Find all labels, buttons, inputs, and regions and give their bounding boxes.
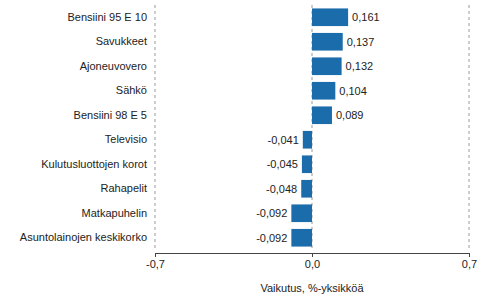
y-tick: Kulutusluottojen korot <box>41 158 155 170</box>
bar <box>291 204 312 222</box>
bar <box>312 106 332 124</box>
data-label: 0,161 <box>352 11 380 23</box>
y-tick: Matkapuhelin <box>82 207 155 219</box>
bar <box>312 8 348 26</box>
plot: 0,161 0,137 0,132 0,104 0,089 -0,041 -0,045 -0,… <box>20 5 477 270</box>
grid-line <box>155 5 156 250</box>
x-tick-mark <box>155 253 156 257</box>
y-tick: Savukkeet <box>96 35 155 47</box>
category-label: Ajoneuvovero <box>80 60 147 72</box>
x-tick: -0,7 <box>146 253 165 270</box>
chart: 0,161 0,137 0,132 0,104 0,089 -0,041 -0,045 -0,… <box>0 0 492 302</box>
category-label: Sähkö <box>116 84 147 96</box>
bar <box>312 82 335 100</box>
y-tick: Sähkö <box>116 84 155 96</box>
bar <box>301 180 312 198</box>
data-label: -0,041 <box>268 134 299 146</box>
data-label: -0,045 <box>267 158 298 170</box>
data-labels: 0,161 0,137 0,132 0,104 0,089 -0,041 -0,045 -0,… <box>256 11 379 244</box>
data-label: 0,132 <box>346 60 374 72</box>
category-label: Bensiini 98 E 5 <box>74 109 147 121</box>
bars <box>291 8 348 246</box>
category-label: Asuntolainojen keskikorko <box>20 231 147 243</box>
category-label: Rahapelit <box>101 182 147 194</box>
data-label: -0,092 <box>256 232 287 244</box>
data-label: 0,137 <box>347 36 375 48</box>
x-tick-mark <box>312 253 313 257</box>
grid <box>155 5 469 250</box>
x-tick: 0,0 <box>305 253 320 270</box>
x-tick-label: 0,0 <box>305 258 320 270</box>
category-label: Savukkeet <box>96 35 147 47</box>
category-label: Televisio <box>105 133 147 145</box>
y-tick: Rahapelit <box>101 182 155 194</box>
bar <box>312 57 342 75</box>
bar <box>291 229 312 247</box>
x-tick-label: -0,7 <box>146 258 165 270</box>
data-label: 0,089 <box>336 109 364 121</box>
y-tick: Ajoneuvovero <box>80 60 155 72</box>
x-axis-title: Vaikutus, %-yksikköä <box>260 282 364 294</box>
category-label: Matkapuhelin <box>82 207 147 219</box>
x-tick-label: 0,7 <box>462 258 477 270</box>
grid-line <box>469 5 470 250</box>
y-tick: Bensiini 98 E 5 <box>74 109 155 121</box>
x-tick-mark <box>469 253 470 257</box>
y-tick: Bensiini 95 E 10 <box>68 11 156 23</box>
bar <box>312 33 343 51</box>
y-axis: Bensiini 95 E 10 Savukkeet Ajoneuvovero Säh… <box>20 11 155 244</box>
category-label: Kulutusluottojen korot <box>41 158 147 170</box>
x-tick: 0,7 <box>462 253 477 270</box>
category-label: Bensiini 95 E 10 <box>68 11 148 23</box>
bar <box>303 131 312 149</box>
data-label: -0,048 <box>266 183 297 195</box>
y-tick: Asuntolainojen keskikorko <box>20 231 155 243</box>
bar <box>302 155 312 173</box>
x-axis: -0,7 0,0 0,7 <box>146 253 477 270</box>
data-label: 0,104 <box>339 85 367 97</box>
y-tick: Televisio <box>105 133 155 145</box>
data-label: -0,092 <box>256 207 287 219</box>
